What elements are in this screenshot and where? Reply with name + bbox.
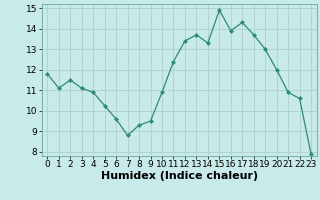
X-axis label: Humidex (Indice chaleur): Humidex (Indice chaleur) — [100, 171, 258, 181]
